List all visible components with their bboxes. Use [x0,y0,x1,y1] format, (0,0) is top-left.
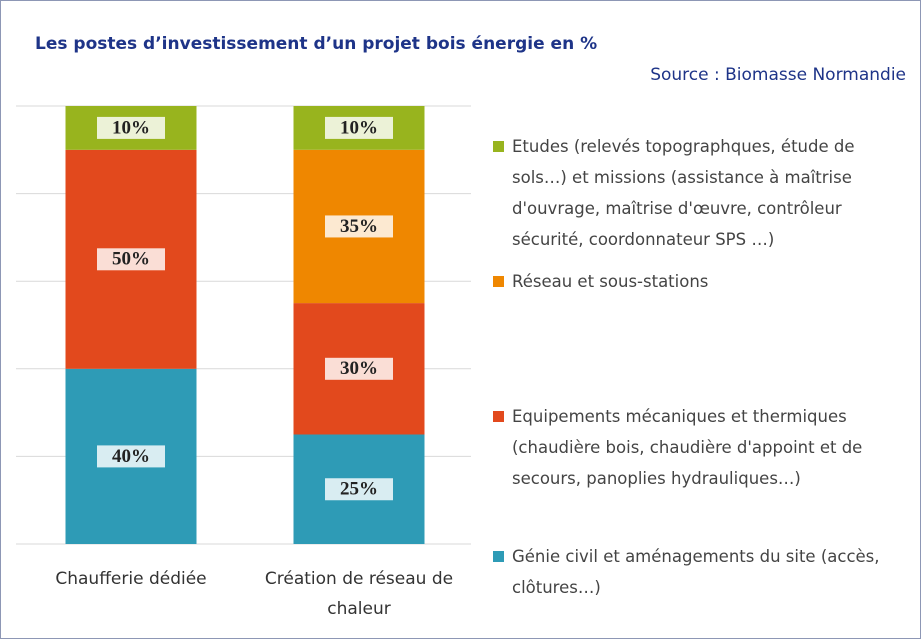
legend-swatch [493,551,504,562]
source: Source : Biomasse Normandie [650,65,906,85]
legend-swatch [493,411,504,422]
value-label: 10% [112,117,150,138]
value-label-box [325,478,393,501]
legend-label: Equipements mécaniques et thermiques (ch… [512,407,863,488]
legend-label: Etudes (relevés topographques, étude de … [512,137,855,249]
x-tick-label: Création de réseau de chaleur [264,569,454,619]
value-label-box [325,116,393,139]
value-label: 40% [112,446,150,467]
value-label-box [325,215,393,238]
legend-swatch [493,141,504,152]
value-label: 50% [112,249,150,270]
x-tick-label: Chaufferie dédiée [55,569,207,589]
value-label: 25% [340,479,378,500]
value-label: 30% [340,358,378,379]
value-label-box [97,445,165,468]
value-label: 10% [340,117,378,138]
value-label-box [97,116,165,139]
legend-label: Génie civil et aménagements du site (acc… [512,547,880,597]
legend-label: Réseau et sous-stations [512,272,709,291]
legend-swatch [493,276,504,287]
value-label: 35% [340,216,378,237]
chart-title: Les postes d’investissement d’un projet … [35,34,598,54]
value-label-box [97,248,165,271]
value-label-box [325,357,393,380]
